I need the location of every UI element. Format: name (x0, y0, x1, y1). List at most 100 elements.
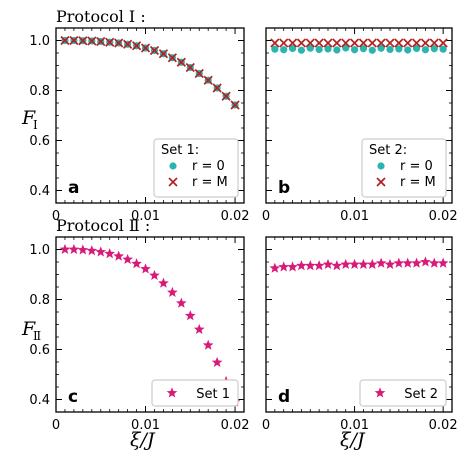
data-point (140, 43, 151, 53)
legend-marker (166, 387, 178, 398)
y-tick-label: 0.6 (29, 343, 50, 358)
data-point (296, 38, 307, 48)
data-point (332, 38, 342, 48)
data-point (437, 257, 449, 268)
data-point (185, 62, 195, 73)
data-point (358, 38, 369, 48)
data-point (230, 100, 240, 110)
ylabel-bottom-main: F (21, 318, 36, 340)
data-point (176, 297, 187, 308)
data-point (358, 258, 369, 270)
x-tick-label: 0.02 (429, 209, 458, 224)
data-point (421, 46, 430, 54)
data-point-stroke-2 (167, 53, 177, 63)
data-point (324, 45, 332, 53)
legend-box (359, 379, 447, 407)
data-point (411, 38, 422, 48)
data-point (297, 46, 306, 54)
legend: Set 2 (359, 379, 447, 407)
data-point (333, 46, 341, 54)
data-point (340, 258, 352, 270)
legend-label: Set 2 (404, 387, 438, 402)
data-point (429, 38, 439, 48)
legend-label: r = 0 (400, 159, 433, 174)
data-point (288, 44, 297, 53)
data-point (296, 260, 307, 271)
data-point-stroke-2 (149, 45, 160, 56)
data-point-stroke-2 (314, 38, 324, 48)
data-point (314, 38, 324, 48)
data-point (377, 44, 385, 52)
data-point (395, 45, 403, 53)
data-point (269, 262, 281, 273)
data-point-stroke-2 (438, 38, 448, 48)
data-point (68, 243, 80, 255)
panel-d: 0 0.01 0.02 d Set 2 (262, 236, 458, 433)
data-point (131, 258, 142, 269)
data-point (122, 253, 133, 265)
legend-label: r = M (400, 175, 436, 190)
data-point (331, 260, 343, 271)
panel-letter: c (68, 387, 78, 407)
legend-box (151, 379, 239, 407)
data-point (149, 45, 160, 56)
x-tick-label: 0.01 (131, 418, 160, 433)
series-1 (271, 44, 447, 54)
data-point-stroke-2 (411, 38, 422, 48)
data-point (270, 38, 280, 48)
x-tick-label: 0 (262, 418, 270, 433)
data-point-stroke-2 (305, 38, 315, 48)
data-point-stroke-2 (367, 38, 377, 48)
data-point (59, 243, 71, 255)
data-point-stroke-2 (403, 38, 413, 48)
ylabel-top-main: F (21, 107, 36, 129)
legend-label: Set 1 (196, 387, 230, 402)
data-point (287, 261, 298, 272)
legend-marker (377, 162, 385, 170)
data-point-stroke-2 (332, 38, 342, 48)
legend-marker-stroke-2 (376, 177, 386, 187)
data-point-stroke-2 (131, 41, 142, 51)
panel-c: 0 0.01 0.02 0.4 0.6 0.8 1.0 c Set 1 (29, 236, 250, 433)
data-point (193, 323, 205, 335)
y-tick-label: 0.4 (29, 393, 50, 408)
data-point (167, 286, 178, 298)
series-1 (61, 36, 239, 109)
legend-label: r = 0 (192, 159, 225, 174)
series-2 (270, 38, 448, 48)
data-point (104, 248, 116, 259)
data-point-stroke-2 (176, 57, 186, 67)
data-point (385, 38, 395, 48)
x-tick-label: 0 (52, 209, 60, 224)
data-point-stroke-2 (194, 68, 204, 79)
legend: Set 2:r = 0r = M (361, 138, 447, 198)
legend-marker (376, 177, 386, 187)
data-point (323, 38, 333, 48)
data-point-stroke-2 (296, 38, 307, 48)
data-point (176, 57, 186, 67)
data-point (194, 68, 204, 79)
data-point-stroke-2 (376, 38, 386, 48)
data-point-stroke-2 (279, 38, 289, 48)
legend: Set 1 (151, 379, 239, 407)
data-point (313, 260, 325, 271)
x-tick-label: 0.02 (429, 418, 458, 433)
data-point (420, 256, 431, 267)
y-tick-label: 1.0 (29, 34, 50, 49)
y-tick-label: 0.6 (29, 134, 50, 149)
data-point (411, 257, 422, 268)
y-tick-label: 0.8 (29, 293, 50, 308)
legend-marker (374, 387, 386, 398)
x-tick-label: 0.01 (340, 209, 369, 224)
data-point-stroke-2 (221, 91, 231, 101)
data-point-stroke-2 (87, 36, 97, 46)
xlabel-left: ξ/J (130, 429, 156, 451)
data-point (105, 37, 115, 47)
data-point (96, 36, 106, 47)
data-point (322, 258, 334, 270)
panel-letter: b (278, 178, 290, 198)
data-point (95, 246, 107, 257)
x-tick-label: 0.02 (221, 418, 250, 433)
legend-box (153, 138, 239, 198)
